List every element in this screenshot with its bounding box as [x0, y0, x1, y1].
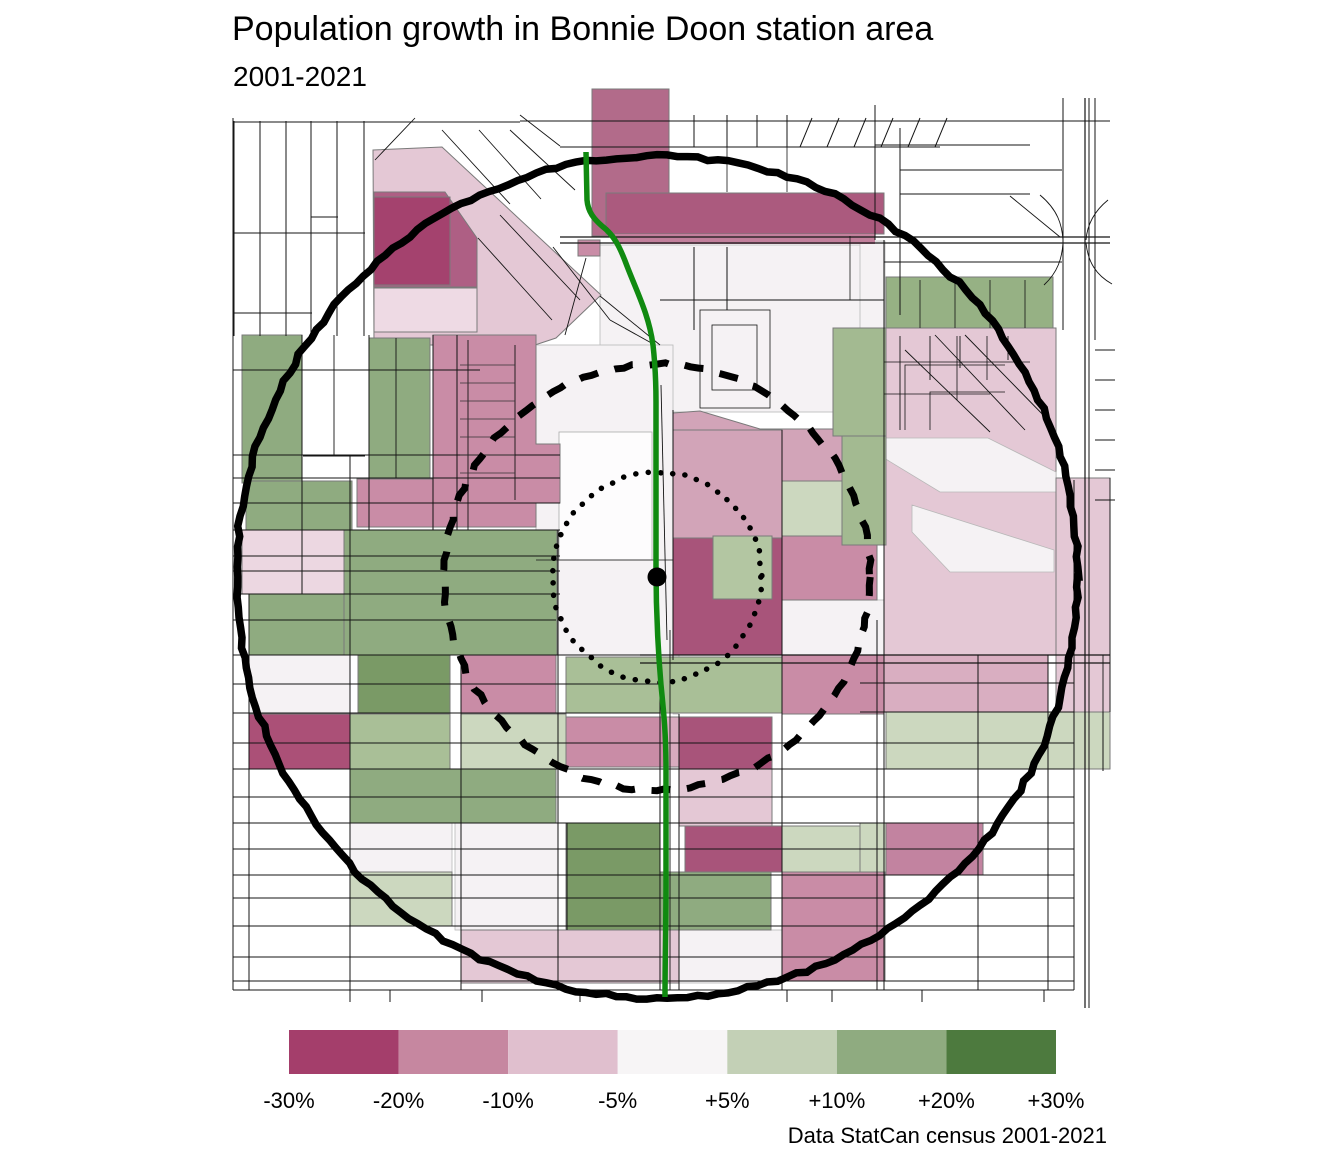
svg-text:-5%: -5%: [598, 1088, 637, 1113]
svg-text:-10%: -10%: [482, 1088, 533, 1113]
svg-text:+5%: +5%: [705, 1088, 750, 1113]
svg-text:+10%: +10%: [808, 1088, 865, 1113]
svg-text:+20%: +20%: [918, 1088, 975, 1113]
svg-text:Population growth in Bonnie Do: Population growth in Bonnie Doon station…: [232, 10, 933, 48]
svg-text:-20%: -20%: [373, 1088, 424, 1113]
svg-text:2001-2021: 2001-2021: [233, 61, 367, 92]
svg-text:-30%: -30%: [263, 1088, 314, 1113]
svg-text:+30%: +30%: [1028, 1088, 1085, 1113]
svg-text:Data StatCan census 2001-2021: Data StatCan census 2001-2021: [788, 1123, 1107, 1148]
